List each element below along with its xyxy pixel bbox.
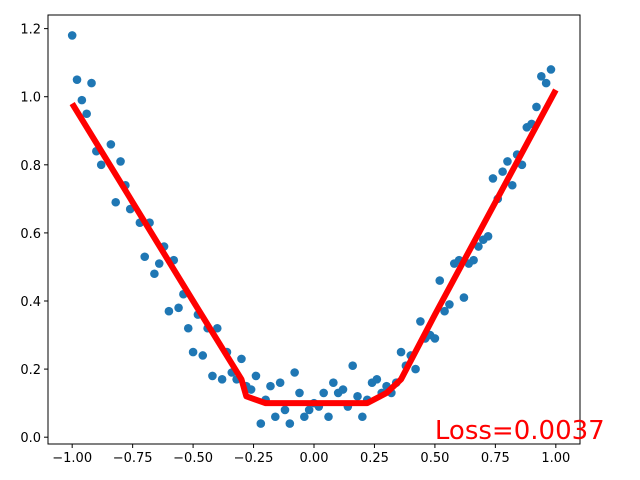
scatter-point — [150, 269, 159, 279]
scatter-point — [440, 306, 449, 316]
scatter-point — [304, 405, 314, 415]
scatter-point — [116, 157, 125, 166]
scatter-point — [82, 109, 91, 119]
scatter-point — [154, 259, 164, 268]
fit-line — [69, 88, 559, 407]
scatter-point — [164, 306, 174, 316]
scatter-point — [285, 419, 295, 428]
y-tick-label: 0.0 — [20, 431, 41, 446]
scatter-point — [77, 95, 87, 105]
scatter-point — [498, 167, 507, 176]
scatter-point — [188, 347, 198, 357]
scatter-point — [275, 378, 285, 388]
scatter-point — [67, 31, 77, 40]
scatter-point — [237, 354, 246, 364]
scatter-point — [290, 368, 299, 377]
y-tick-label: 0.2 — [20, 363, 41, 378]
scatter-point — [445, 300, 454, 309]
x-tick-label: 0.00 — [300, 451, 329, 466]
x-tick-label: 0.25 — [360, 451, 389, 466]
scatter-point — [435, 276, 445, 285]
scatter-point — [319, 388, 328, 398]
scatter-point — [372, 375, 382, 384]
scatter-point — [358, 412, 367, 422]
scatter-point — [111, 197, 121, 207]
x-tick-label: 0.75 — [481, 451, 510, 466]
scatter-point — [256, 419, 266, 428]
y-tick-label: 1.2 — [20, 23, 41, 38]
scatter-point — [183, 323, 193, 333]
scatter-point — [72, 75, 82, 84]
scatter-point — [251, 371, 261, 381]
scatter-point — [546, 65, 556, 74]
scatter-point — [271, 412, 280, 422]
scatter-point — [430, 334, 440, 343]
scatter-point — [338, 385, 348, 394]
scatter-point — [541, 78, 551, 88]
scatter-point — [503, 157, 512, 166]
scatter-point — [280, 405, 290, 415]
y-tick-label: 0.6 — [20, 227, 41, 242]
scatter-point — [324, 412, 333, 422]
scatter-point — [212, 323, 222, 333]
scatter-point — [353, 392, 362, 401]
scatter-point — [396, 347, 406, 357]
y-axis: 0.0 0.2 0.4 0.6 0.8 1.0 1.2 — [20, 23, 48, 446]
scatter-point — [174, 303, 183, 313]
x-tick-label: −0.50 — [173, 451, 213, 466]
scatter-point — [217, 375, 227, 384]
scatter-point — [416, 317, 425, 326]
scatter-point — [411, 364, 420, 374]
y-tick-label: 1.0 — [20, 91, 41, 106]
x-tick-label: −0.25 — [234, 451, 274, 466]
scatter-point — [106, 140, 116, 149]
scatter-point — [300, 412, 309, 422]
scatter-point — [198, 351, 208, 360]
scatter-point — [459, 293, 469, 302]
scatter-point — [469, 255, 478, 265]
y-tick-label: 0.8 — [20, 159, 41, 174]
scatter-point — [537, 71, 546, 81]
scatter-point — [208, 371, 217, 381]
scatter-points — [67, 31, 556, 428]
scatter-point — [474, 242, 483, 251]
x-tick-label: −1.00 — [52, 451, 92, 466]
scatter-point — [87, 78, 96, 88]
fit-line-layer — [69, 88, 559, 407]
x-tick-label: 1.00 — [541, 451, 570, 466]
scatter-point — [96, 160, 106, 170]
scatter-point — [329, 378, 338, 388]
scatter-point — [348, 361, 357, 370]
scatter-point — [295, 388, 304, 398]
scatter-point — [488, 174, 498, 183]
x-tick-label: −0.75 — [113, 451, 153, 466]
scatter-point — [532, 102, 541, 112]
x-tick-label: 0.50 — [420, 451, 449, 466]
scatter-point — [246, 385, 256, 394]
loss-annotation: Loss=0.0037 — [435, 416, 605, 446]
scatter-point — [507, 180, 517, 190]
y-tick-label: 0.4 — [20, 295, 41, 310]
scatter-point — [483, 232, 493, 241]
x-axis: −1.00 −0.75 −0.50 −0.25 0.00 0.25 0.50 0.75 1.00 — [52, 444, 570, 466]
scatter-point — [140, 252, 150, 262]
scatter-point — [266, 381, 275, 391]
